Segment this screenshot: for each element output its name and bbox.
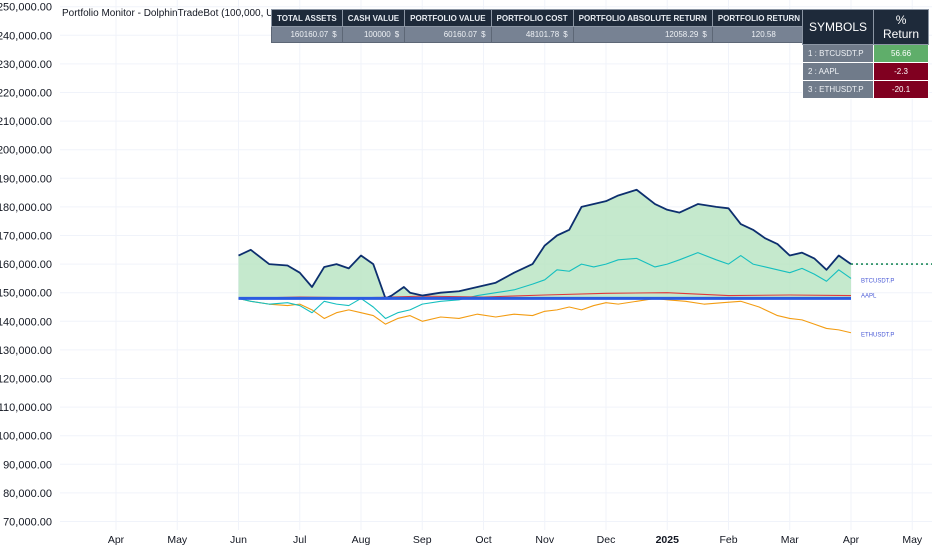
- x-tick-label: Apr: [108, 534, 125, 546]
- stats-header-portfolio-value: PORTFOLIO VALUE: [404, 9, 492, 27]
- series-end-label: AAPL: [861, 294, 877, 300]
- x-axis-labels: Apr May Jun Jul Aug Sep Oct Nov Dec 2025 Feb Mar Apr…: [108, 534, 923, 546]
- symbol-row: 1 : BTCUSDT.P 56.66: [801, 44, 930, 63]
- symbols-table: SYMBOLS % Return 1 : BTCUSDT.P 56.66 2 :…: [801, 9, 930, 99]
- x-tick-label: 2025: [656, 534, 680, 546]
- currency-symbol: $: [702, 30, 707, 39]
- x-tick-label: Feb: [719, 534, 737, 546]
- stats-return-pct: 120.58: [711, 26, 816, 43]
- y-tick-label: 240,000.00: [0, 30, 52, 42]
- x-tick-label: Oct: [475, 534, 491, 546]
- symbol-name: 3 : ETHUSDT.P: [801, 80, 875, 99]
- return-header: % Return: [873, 9, 930, 45]
- chart-title: Portfolio Monitor - DolphinTradeBot (100…: [62, 8, 314, 19]
- stats-header-row: TOTAL ASSETS CASH VALUE PORTFOLIO VALUE …: [271, 9, 816, 27]
- x-tick-label: Nov: [535, 534, 554, 546]
- y-tick-label: 150,000.00: [0, 288, 52, 300]
- y-tick-label: 90,000.00: [3, 459, 52, 471]
- y-tick-label: 130,000.00: [0, 345, 52, 357]
- series-end-label: ETHUSDT.P: [861, 333, 894, 339]
- y-tick-label: 200,000.00: [0, 145, 52, 157]
- fill-layer: [238, 189, 851, 299]
- stats-cash-value: 100000 $: [341, 26, 406, 43]
- currency-symbol: $: [394, 30, 400, 39]
- y-tick-label: 100,000.00: [0, 431, 52, 443]
- series-layer: [238, 188, 932, 334]
- y-axis-labels: 70,000.00 80,000.00 90,000.00 100,000.00 110…: [0, 2, 52, 529]
- symbol-return: -2.3: [873, 62, 930, 81]
- y-tick-label: 190,000.00: [0, 173, 52, 185]
- series-labels: BTCUSDT.P AAPL ETHUSDT.P: [861, 278, 894, 338]
- y-tick-label: 140,000.00: [0, 316, 52, 328]
- y-tick-label: 110,000.00: [0, 402, 52, 414]
- symbol-name: 2 : AAPL: [801, 62, 875, 81]
- stats-header-portfolio-cost: PORTFOLIO COST: [490, 9, 574, 27]
- stats-portfolio-value-value: 60160.07: [443, 30, 478, 39]
- symbols-header: SYMBOLS: [801, 9, 875, 45]
- stats-header-cash-value: CASH VALUE: [341, 9, 406, 27]
- x-tick-label: Mar: [781, 534, 800, 546]
- x-tick-label: Aug: [352, 534, 371, 546]
- symbols-header-row: SYMBOLS % Return: [801, 9, 930, 45]
- stats-portfolio-value: 60160.07 $: [404, 26, 492, 43]
- currency-symbol: $: [563, 30, 568, 39]
- stats-cash-value-value: 100000: [363, 30, 391, 39]
- currency-symbol: $: [481, 30, 486, 39]
- x-tick-label: May: [902, 534, 923, 546]
- y-tick-label: 170,000.00: [0, 231, 52, 243]
- currency-symbol: $: [332, 30, 337, 39]
- stats-value-row: 160160.07 $ 100000 $ 60160.07 $ 48101.78 $ 1…: [271, 26, 816, 43]
- y-tick-label: 70,000.00: [3, 517, 52, 529]
- x-tick-label: Jul: [293, 534, 306, 546]
- y-tick-label: 180,000.00: [0, 202, 52, 214]
- stats-portfolio-cost: 48101.78 $: [490, 26, 574, 43]
- symbol-row: 2 : AAPL -2.3: [801, 62, 930, 81]
- stats-portfolio-cost-value: 48101.78: [525, 30, 560, 39]
- y-tick-label: 160,000.00: [0, 259, 52, 271]
- stats-total-assets: 160160.07 $: [271, 26, 343, 43]
- x-tick-label: May: [167, 534, 188, 546]
- series-line: [238, 188, 852, 300]
- stats-total-assets-value: 160160.07: [290, 30, 329, 39]
- x-tick-label: Jun: [230, 534, 247, 546]
- series-line: [238, 252, 852, 319]
- y-tick-label: 250,000.00: [0, 2, 52, 14]
- series-end-label: BTCUSDT.P: [861, 278, 894, 284]
- stats-header-absolute-return: PORTFOLIO ABSOLUTE RETURN: [572, 9, 713, 27]
- x-tick-label: Apr: [843, 534, 860, 546]
- symbol-return: 56.66: [873, 44, 930, 63]
- y-tick-label: 220,000.00: [0, 88, 52, 100]
- portfolio-stats-table: TOTAL ASSETS CASH VALUE PORTFOLIO VALUE …: [271, 9, 816, 43]
- symbol-return: -20.1: [873, 80, 930, 99]
- y-tick-label: 80,000.00: [3, 488, 52, 500]
- stats-absolute-return-value: 12058.29: [664, 30, 699, 39]
- profit-area: [238, 189, 851, 299]
- y-tick-label: 230,000.00: [0, 59, 52, 71]
- symbol-name: 1 : BTCUSDT.P: [801, 44, 875, 63]
- series-line: [238, 297, 852, 334]
- stats-absolute-return: 12058.29 $: [572, 26, 713, 43]
- y-tick-label: 210,000.00: [0, 116, 52, 128]
- y-tick-label: 120,000.00: [0, 374, 52, 386]
- stats-header-return-pct: PORTFOLIO RETURN %: [711, 9, 816, 27]
- x-tick-label: Dec: [597, 534, 616, 546]
- symbol-row: 3 : ETHUSDT.P -20.1: [801, 80, 930, 99]
- stats-header-total-assets: TOTAL ASSETS: [271, 9, 343, 27]
- x-tick-label: Sep: [413, 534, 432, 546]
